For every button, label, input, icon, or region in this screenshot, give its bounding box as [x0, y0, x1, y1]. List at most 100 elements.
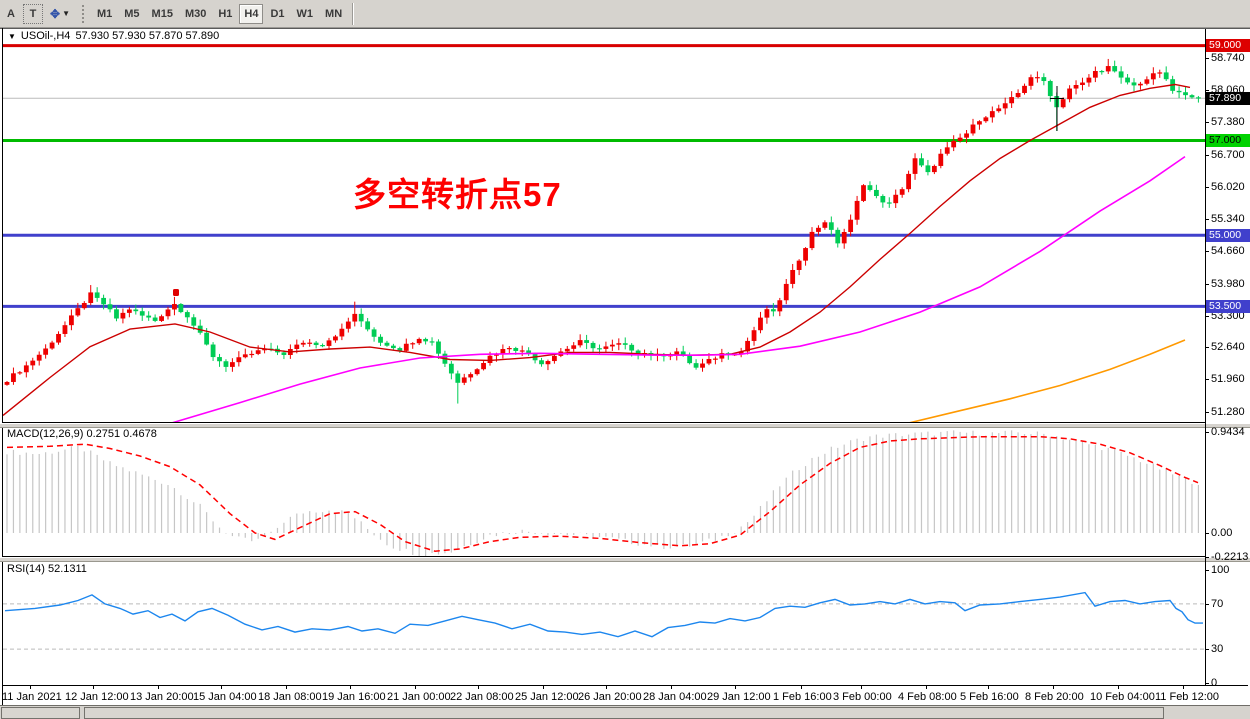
price-tick-label: 51.280: [1211, 405, 1245, 418]
expand-triangle-icon[interactable]: ▼: [8, 31, 16, 41]
timeframe-button-d1[interactable]: D1: [270, 7, 285, 20]
text-tool-button[interactable]: T: [23, 3, 43, 24]
time-axis-label: 8 Feb 20:00: [1025, 691, 1084, 703]
time-tick-mark: [415, 686, 416, 689]
price-tick-label: 52.640: [1211, 341, 1245, 354]
time-axis-label: 11 Feb 12:00: [1155, 691, 1220, 703]
price-tick-mark: [1205, 186, 1209, 188]
time-tick-mark: [606, 686, 607, 689]
black-cross-marker: [1050, 86, 1064, 131]
time-axis-label: 1 Feb 16:00: [773, 691, 832, 703]
macd-rsi-splitter[interactable]: [0, 557, 1250, 562]
chart-annotation-text: 多空转折点57: [353, 176, 562, 213]
rsi-tick-label: 0: [1211, 677, 1218, 689]
time-tick-mark: [926, 686, 927, 689]
time-axis-label: 25 Jan 12:00: [515, 691, 579, 703]
macd-panel-bottom-border: [3, 556, 1206, 557]
price-tick-mark: [1205, 251, 1209, 253]
time-tick-mark: [221, 686, 222, 689]
toolbar-separator: [352, 2, 354, 25]
timeframe-button-m5[interactable]: M5: [124, 7, 140, 20]
time-tick-mark: [801, 686, 802, 689]
time-axis-label: 13 Jan 20:00: [130, 691, 194, 703]
macd-tick-label: 0.00: [1211, 527, 1233, 539]
main-panel-bottom-border: [3, 422, 1206, 423]
price-tick-label: 56.700: [1211, 148, 1245, 161]
time-tick-mark: [350, 686, 351, 689]
timeframe-button-group: M1 M5 M15 M30 H1 H4 D1 W1 MN: [91, 3, 348, 24]
arrows-tool-button[interactable]: ✥ ▼: [45, 4, 75, 24]
time-tick-mark: [988, 686, 989, 689]
time-axis-label: 22 Jan 08:00: [450, 691, 514, 703]
price-level-badge: 57.000: [1206, 133, 1250, 147]
rsi-tick-mark: [1205, 649, 1209, 651]
time-axis-label: 4 Feb 08:00: [898, 691, 957, 703]
time-tick-mark: [861, 686, 862, 689]
price-level-badge: 55.000: [1206, 228, 1250, 242]
rsi-tick-mark: [1205, 603, 1209, 605]
price-tick-label: 53.980: [1211, 277, 1245, 290]
chart-title: ▼ USOil-,H4 57.930 57.930 57.870 57.890: [8, 30, 219, 42]
status-box-left: [1, 707, 80, 719]
toolbar: A T ✥ ▼ M1 M5 M15 M30 H1 H4 D1 W1 MN: [0, 0, 1250, 28]
time-tick-mark: [735, 686, 736, 689]
time-axis-label: 26 Jan 20:00: [578, 691, 642, 703]
chart-ohlc-values: 57.930 57.930 57.870 57.890: [75, 30, 220, 42]
rsi-panel-bottom-border: [3, 685, 1248, 686]
time-axis-label: 12 Jan 12:00: [65, 691, 129, 703]
rsi-tick-label: 70: [1211, 597, 1224, 610]
time-tick-mark: [478, 686, 479, 689]
price-tick-label: 56.020: [1211, 180, 1245, 193]
rsi-tick-mark: [1205, 570, 1209, 571]
rsi-indicator-label: RSI(14) 52.1311: [7, 563, 87, 575]
toolbar-grip[interactable]: [81, 4, 87, 23]
main-macd-splitter[interactable]: [0, 423, 1250, 428]
rsi-tick-mark: [1205, 683, 1209, 684]
timeframe-button-m30[interactable]: M30: [184, 7, 207, 20]
time-axis-label: 19 Jan 16:00: [322, 691, 386, 703]
price-tick-mark: [1205, 219, 1209, 221]
chevron-down-icon: ▼: [62, 9, 70, 18]
timeframe-button-h1[interactable]: H1: [218, 7, 233, 20]
price-level-badge: 57.890: [1206, 91, 1250, 105]
time-axis-label: 10 Feb 04:00: [1090, 691, 1155, 703]
macd-tick-label: 0.9434: [1211, 426, 1245, 439]
time-axis-label: 18 Jan 08:00: [258, 691, 322, 703]
price-tick-label: 51.960: [1211, 373, 1245, 386]
price-tick-label: 58.740: [1211, 52, 1245, 64]
red-dot-marker: [173, 289, 179, 296]
timeframe-button-mn[interactable]: MN: [325, 7, 343, 20]
arrows-tool-icon: ✥: [50, 6, 61, 21]
text-label-tool-button[interactable]: A: [7, 7, 15, 20]
price-tick-label: 54.660: [1211, 245, 1245, 258]
time-tick-mark: [286, 686, 287, 689]
time-tick-mark: [93, 686, 94, 689]
price-tick-mark: [1205, 122, 1209, 124]
macd-tick-label: -0.2213: [1211, 550, 1249, 563]
rsi-tick-label: 30: [1211, 643, 1224, 656]
window-left-border: [2, 28, 3, 706]
time-axis-label: 28 Jan 04:00: [643, 691, 707, 703]
price-tick-label: 57.380: [1211, 116, 1245, 129]
timeframe-button-h4[interactable]: H4: [239, 3, 264, 24]
macd-tick-mark: [1205, 556, 1209, 558]
price-level-badge: 59.000: [1206, 39, 1250, 53]
time-axis-label: 11 Jan 2021: [2, 691, 62, 703]
macd-tick-mark: [1205, 432, 1209, 434]
macd-indicator-label: MACD(12,26,9) 0.2751 0.4678: [7, 428, 157, 440]
timeframe-button-m1[interactable]: M1: [96, 7, 113, 20]
price-tick-mark: [1205, 154, 1209, 156]
price-tick-mark: [1205, 379, 1209, 381]
price-tick-mark: [1205, 283, 1209, 285]
timeframe-button-m15[interactable]: M15: [151, 7, 173, 20]
timeframe-button-w1[interactable]: W1: [296, 7, 314, 20]
time-tick-mark: [158, 686, 159, 689]
time-axis-label: 21 Jan 00:00: [387, 691, 451, 703]
price-level-badge: 53.500: [1206, 299, 1250, 313]
rsi-tick-label: 100: [1211, 564, 1230, 576]
chart-symbol-period: USOil-,H4: [20, 30, 71, 42]
time-axis-label: 5 Feb 16:00: [960, 691, 1019, 703]
time-tick-mark: [1183, 686, 1184, 689]
time-tick-mark: [1053, 686, 1054, 689]
